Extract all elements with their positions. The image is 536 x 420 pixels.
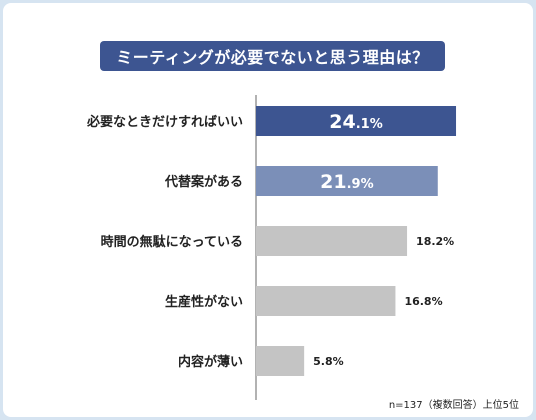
bars-group: 必要なときだけすればいい 24.1% 代替案がある 21.9% 時間の無駄になっている 1… bbox=[86, 106, 457, 376]
value-label: 16.8% bbox=[404, 295, 442, 308]
bar bbox=[256, 346, 305, 376]
bar-chart: 必要なときだけすればいい 24.1% 代替案がある 21.9% 時間の無駄になっている 1… bbox=[86, 95, 457, 400]
category-label: 生産性がない bbox=[165, 294, 243, 310]
sample-note: n=137（複数回答）上位5位 bbox=[388, 400, 519, 411]
value-label: 5.8% bbox=[313, 355, 344, 368]
bar bbox=[256, 106, 457, 136]
chart-title: ミーティングが必要でないと思う理由は？ bbox=[100, 41, 445, 71]
bar bbox=[256, 286, 396, 316]
category-label: 内容が薄い bbox=[178, 354, 243, 370]
value-label: 21.9% bbox=[320, 171, 373, 193]
bar bbox=[256, 226, 408, 256]
category-label: 必要なときだけすればいい bbox=[86, 114, 243, 130]
bar bbox=[256, 166, 438, 196]
value-label: 18.2% bbox=[416, 235, 454, 248]
category-label: 代替案がある bbox=[164, 174, 243, 190]
value-label: 24.1% bbox=[329, 111, 382, 133]
chart-frame: ミーティングが必要でないと思う理由は？ 必要なときだけすればいい 24.1% 代替案… bbox=[3, 3, 533, 417]
category-label: 時間の無駄になっている bbox=[101, 234, 243, 250]
